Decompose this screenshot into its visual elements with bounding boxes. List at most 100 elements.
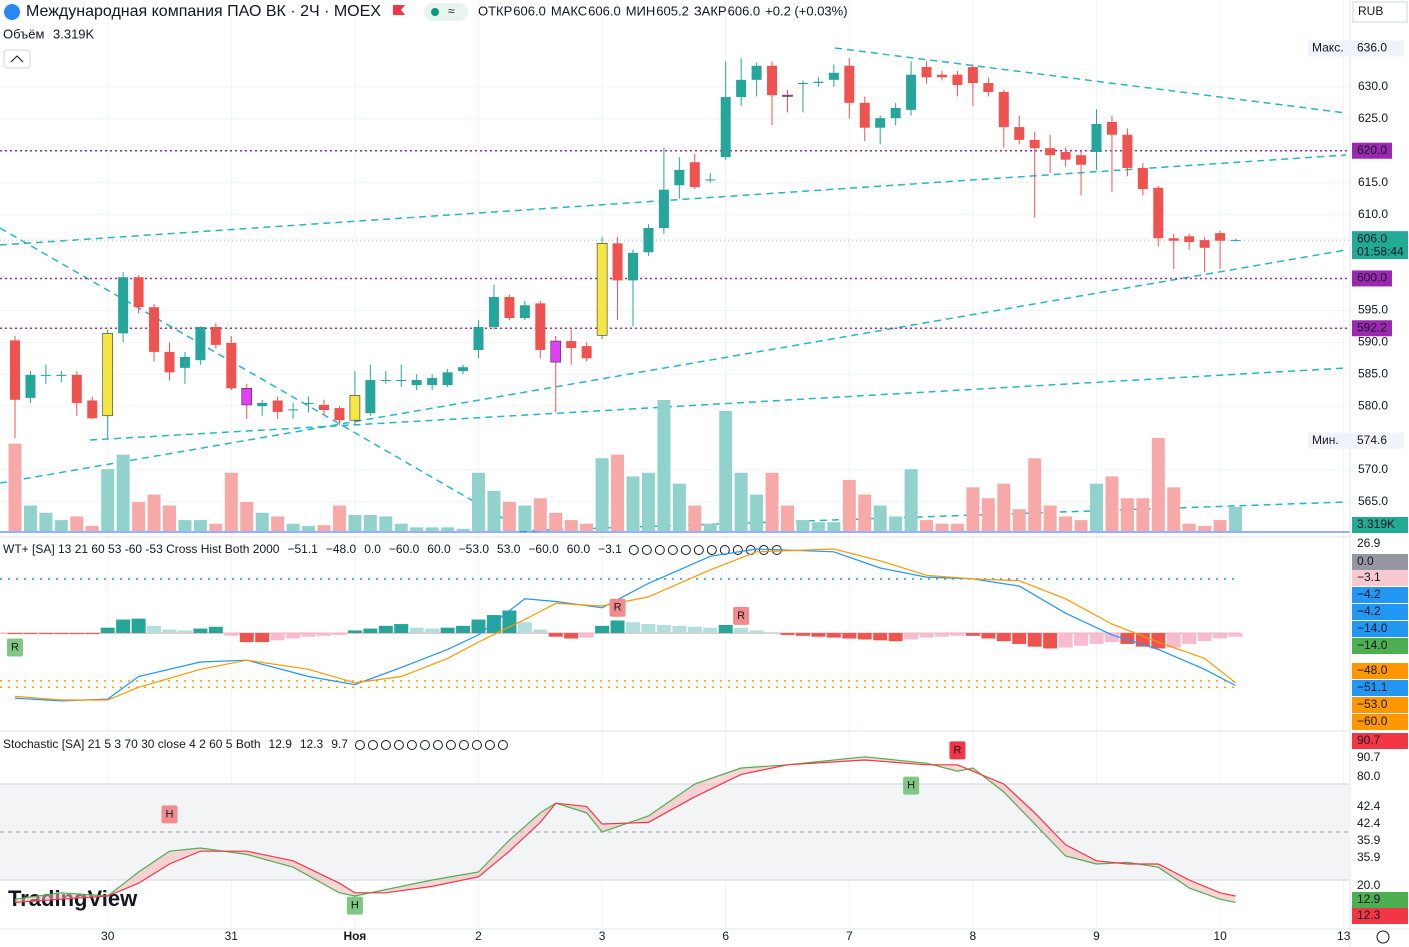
stoch-header-value: 9.7: [331, 737, 348, 751]
wt-hist: [162, 629, 177, 634]
volume-bar: [271, 516, 285, 531]
wt-hist: [965, 633, 980, 636]
scale-label: −14.0: [1357, 638, 1388, 652]
volume-bar: [842, 480, 856, 531]
volume-bar: [889, 516, 903, 531]
volume-bar: [8, 443, 22, 531]
y-tick-label: 580.0: [1358, 398, 1388, 412]
wt-hist: [471, 619, 486, 634]
status-pill[interactable]: [424, 3, 468, 21]
candle-body: [179, 357, 190, 368]
currency-button[interactable]: [1352, 1, 1408, 23]
candle-body: [133, 277, 144, 308]
wt-hist: [1104, 633, 1119, 643]
flag-icon[interactable]: [393, 5, 405, 15]
candle-body: [442, 372, 453, 386]
scale-badge: [1352, 638, 1408, 654]
wt-header-value: 60.0: [427, 542, 451, 556]
wt-hist: [904, 633, 919, 640]
signal-label: R: [737, 610, 745, 622]
volume-bar: [1059, 516, 1073, 531]
wt-hist: [456, 625, 471, 634]
candle-body: [241, 388, 253, 406]
wt-hist: [286, 633, 301, 639]
x-tick-label: 10: [1213, 929, 1227, 943]
level-badge: [1352, 270, 1392, 287]
toggle-icon: [693, 545, 704, 555]
scale-label: 12.3: [1357, 908, 1381, 922]
volume-bar: [332, 505, 346, 531]
signal-label: H: [351, 900, 359, 912]
wt-hist: [193, 628, 208, 634]
scale-label: −48.0: [1357, 663, 1388, 677]
last-price-badge: [1352, 231, 1408, 260]
candle-body: [257, 402, 268, 407]
last-price-label: 606.0: [1357, 231, 1387, 245]
toggle-icon: [445, 740, 456, 750]
wt-hist: [54, 633, 69, 635]
ohlc-label: ЗАКР: [694, 3, 727, 18]
wt-hist: [672, 625, 687, 634]
toggle-icon: [367, 740, 378, 750]
candle-body: [1060, 152, 1071, 160]
wt-hist: [332, 633, 347, 635]
volume-bar: [1182, 523, 1196, 531]
scale-label: 42.4: [1357, 816, 1381, 830]
candle-body: [195, 326, 206, 361]
wt-hist: [177, 630, 192, 634]
wt-hist: [502, 610, 517, 634]
settings-icon[interactable]: [1376, 930, 1390, 944]
level-badge: [1352, 320, 1392, 337]
volume-bar: [781, 505, 794, 531]
wt-hist: [718, 624, 733, 634]
volume-bar: [410, 527, 424, 531]
y-tick-label: 615.0: [1358, 175, 1388, 189]
volume-bar: [317, 525, 331, 531]
scale-badge: [1352, 892, 1408, 908]
volume-bar: [672, 483, 686, 531]
collapse-icon: [10, 55, 24, 63]
scale-badge: [1352, 587, 1408, 603]
scale-badge: [1352, 663, 1408, 679]
y-tick-label: 590.0: [1358, 334, 1388, 348]
toggle-icon: [432, 740, 443, 750]
signal-badge: [7, 638, 23, 657]
wt-hist: [626, 622, 640, 634]
candle-body: [380, 380, 391, 381]
volume-bar: [302, 525, 316, 531]
volume-bar: [657, 400, 671, 531]
trend-line: [0, 154, 1347, 246]
wt-hist: [100, 627, 115, 634]
candle-body: [1122, 134, 1133, 168]
volume-bar: [858, 494, 872, 531]
volume-bar: [626, 476, 640, 531]
scale-badge: [1352, 554, 1408, 570]
candle-body: [998, 91, 1009, 128]
volume-bar: [1213, 520, 1227, 531]
wt-line: [14, 548, 1236, 702]
y-tick-label: 610.0: [1358, 207, 1388, 221]
candle-body: [40, 374, 51, 376]
candle-body: [118, 277, 129, 334]
x-tick-label: 7: [846, 929, 853, 943]
volume-bar: [1136, 498, 1150, 531]
x-tick-label: 8: [970, 929, 977, 943]
collapse-button[interactable]: [3, 49, 31, 69]
candle-body: [365, 380, 376, 414]
candle-body: [1168, 238, 1179, 241]
level-label: 620.0: [1357, 143, 1387, 157]
ohlc-value: 605.2: [656, 3, 689, 18]
volume-bar: [1090, 483, 1103, 531]
volume-bar: [163, 505, 176, 531]
candle-body: [720, 97, 731, 158]
volume-bar: [23, 505, 37, 531]
scale-label: 90.7: [1357, 733, 1381, 747]
volume-bar: [765, 472, 779, 531]
volume-bar: [255, 512, 269, 531]
toggle-icon: [497, 740, 508, 750]
candle-body: [674, 169, 685, 186]
candle-body: [1199, 240, 1210, 248]
candle-body: [303, 402, 314, 404]
stoch-line: [14, 756, 1236, 903]
candle-body: [87, 400, 98, 419]
